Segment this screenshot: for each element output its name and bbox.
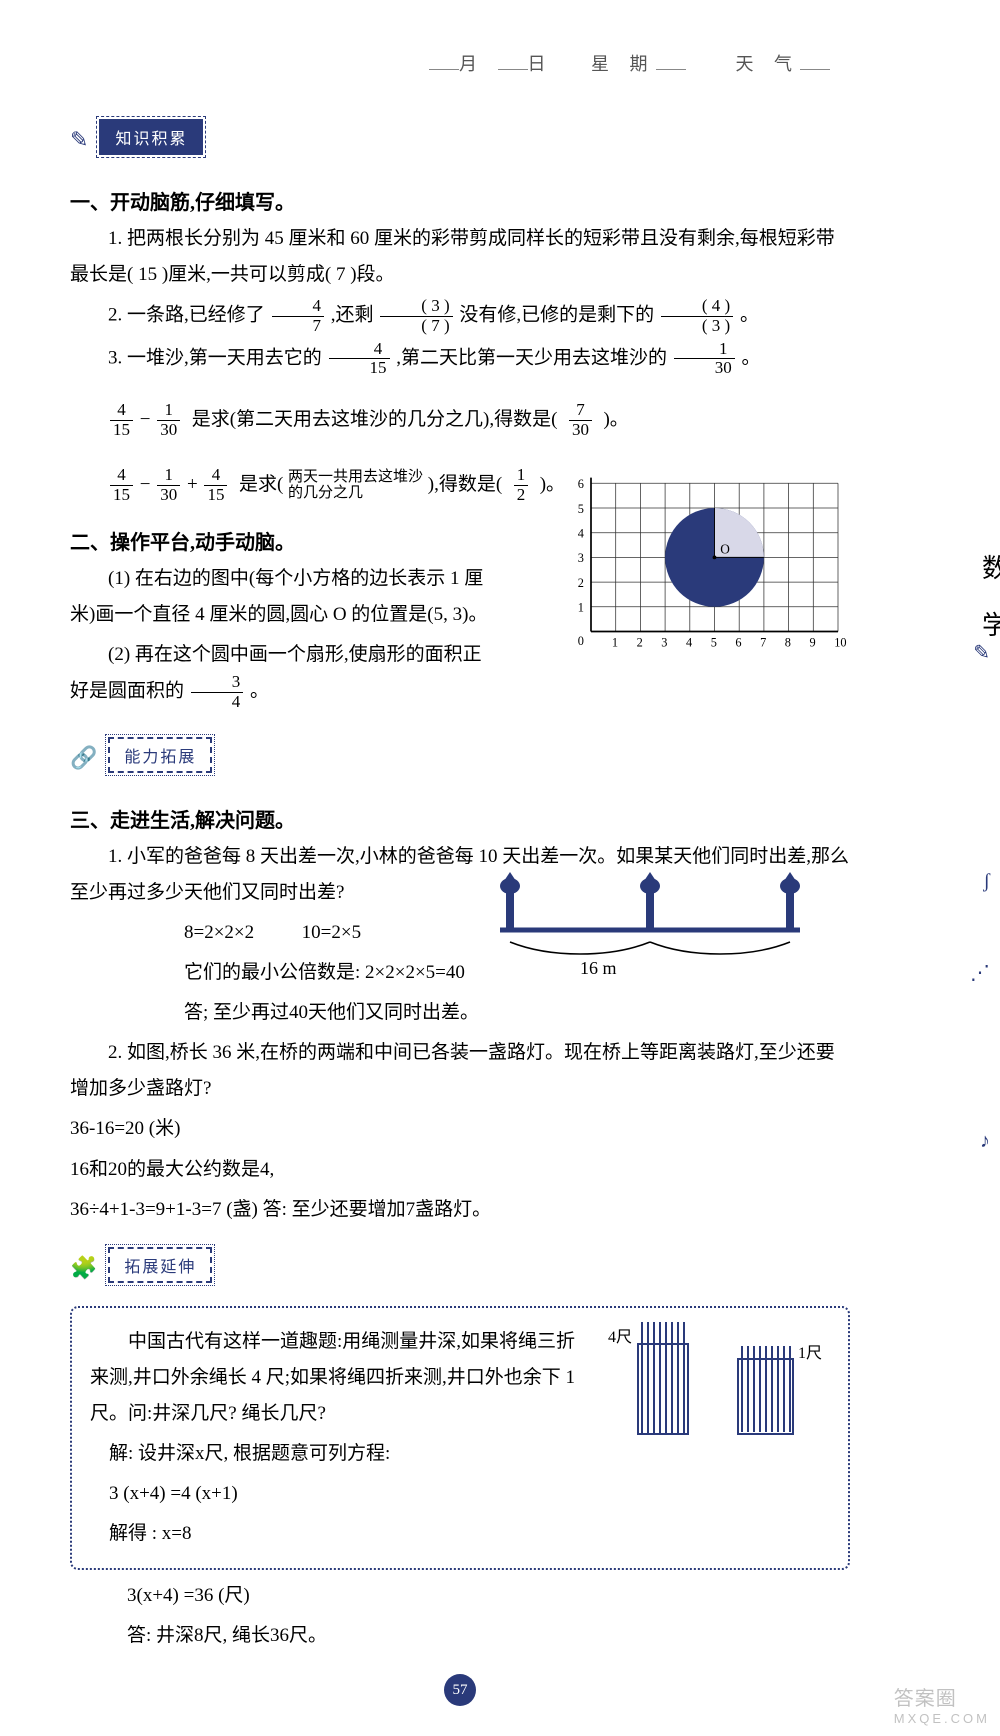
puzzle-icon: 🧩	[70, 1255, 97, 1280]
svg-text:1: 1	[612, 636, 618, 650]
q1-3-eq1: 415 − 130 是求(第二天用去这堆沙的几分之几),得数是( 730 )。	[108, 397, 850, 443]
footer-l1: 3(x+4) =36 (尺)	[127, 1578, 850, 1614]
svg-text:10: 10	[834, 636, 846, 650]
q1-2: 2. 一条路,已经修了 47 ,还剩 ( 3 )( 7 ) 没有修,已修的是剩下…	[70, 297, 850, 335]
svg-text:9: 9	[810, 636, 816, 650]
svg-text:4: 4	[686, 636, 692, 650]
pencil-icon: ✎	[70, 127, 88, 152]
heading-3: 三、走进生活,解决问题。	[70, 804, 850, 833]
doodle-icon: ✎	[973, 640, 990, 665]
svg-text:16 m: 16 m	[580, 958, 617, 978]
section-badge-1: ✎ 知识积累	[70, 106, 850, 168]
svg-text:4尺: 4尺	[608, 1329, 632, 1346]
svg-text:6: 6	[578, 477, 584, 491]
puzzle-box: 中国古代有这样一道趣题:用绳测量井深,如果将绳三折来测,井口外余绳长 4 尺;如…	[70, 1306, 850, 1571]
q2-2: (2) 再在这个圆中画一个扇形,使扇形的面积正好是圆面积的 34 。	[70, 637, 500, 711]
svg-text:5: 5	[578, 502, 584, 516]
date-header: 月 日 星 期 天 气	[70, 50, 850, 76]
svg-text:1尺: 1尺	[798, 1345, 822, 1362]
heading-1: 一、开动脑筋,仔细填写。	[70, 186, 850, 215]
svg-text:6: 6	[735, 636, 741, 650]
a3-1c: 答; 至少再过40天他们又同时出差。	[184, 995, 850, 1031]
side-tab: 数 学	[980, 540, 1000, 654]
doodle-icon: ⋰	[970, 960, 990, 985]
doodle-icon: ʃ	[983, 870, 990, 893]
section-badge-3: 🧩 拓展延伸	[70, 1234, 850, 1296]
puzzle-l2: 3 (x+4) =4 (x+1)	[109, 1476, 830, 1512]
grid-chart: 1 2 3 4 5 6 7 8 9 10 1 2 3 4 5 6 0 O	[560, 470, 850, 665]
svg-text:1: 1	[578, 601, 584, 615]
svg-text:3: 3	[578, 551, 584, 565]
q2-1: (1) 在右边的图中(每个小方格的边长表示 1 厘米)画一个直径 4 厘米的圆,…	[70, 561, 500, 633]
section-badge-2: 🔗 能力拓展	[70, 724, 850, 786]
svg-text:5: 5	[711, 636, 717, 650]
svg-text:8: 8	[785, 636, 791, 650]
svg-text:3: 3	[661, 636, 667, 650]
svg-text:O: O	[720, 542, 730, 557]
chain-icon: 🔗	[70, 745, 97, 770]
page-number: 57	[70, 1674, 850, 1706]
svg-text:2: 2	[578, 576, 584, 590]
a3-2b: 16和20的最大公约数是4,	[70, 1152, 500, 1188]
a3-2a: 36-16=20 (米)	[70, 1111, 500, 1147]
svg-text:2: 2	[637, 636, 643, 650]
svg-text:4: 4	[578, 526, 584, 540]
q1-1: 1. 把两根长分别为 45 厘米和 60 厘米的彩带剪成同样长的短彩带且没有剩余…	[70, 221, 850, 293]
well-figure: 4尺 1尺	[608, 1314, 828, 1444]
bridge-figure: 16 m	[490, 870, 810, 985]
puzzle-l3: 解得 : x=8	[109, 1516, 830, 1552]
svg-text:0: 0	[578, 634, 584, 648]
q1-3: 3. 一堆沙,第一天用去它的 415 ,第二天比第一天少用去这堆沙的 130 。	[70, 340, 850, 378]
svg-text:7: 7	[760, 636, 766, 650]
doodle-icon: ♪	[980, 1130, 990, 1153]
puzzle-text: 中国古代有这样一道趣题:用绳测量井深,如果将绳三折来测,井口外余绳长 4 尺;如…	[90, 1324, 580, 1432]
q3-2: 2. 如图,桥长 36 米,在桥的两端和中间已各装一盏路灯。现在桥上等距离装路灯…	[70, 1035, 840, 1107]
footer-l2: 答: 井深8尺, 绳长36尺。	[127, 1618, 850, 1654]
a3-2c: 36÷4+1-3=9+1-3=7 (盏) 答: 至少还要增加7盏路灯。	[70, 1192, 500, 1228]
watermark: 答案圈 MXQE.COM	[894, 1682, 990, 1726]
